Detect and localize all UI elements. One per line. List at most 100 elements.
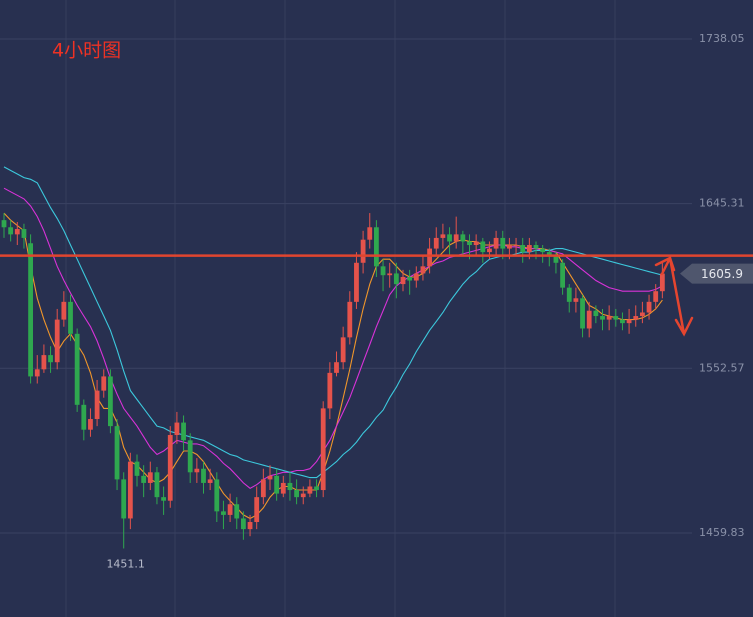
arrow-down [668,256,694,337]
candle-body [513,245,519,247]
candle-body [633,316,639,320]
candle-body [54,319,60,363]
candle-body [61,301,67,320]
ma-lines [3,166,663,520]
candle-body [280,482,286,494]
candle-body [453,234,459,242]
overlay: 1605.9 1451.1 [0,254,753,570]
candle-body [393,273,399,285]
candle-body [526,245,532,253]
candle-body [354,262,359,302]
candle-body [340,337,346,363]
candle-body [41,355,47,370]
candle-body [413,273,419,281]
candle-body [314,486,319,491]
candle-body [487,248,492,253]
candle-body [480,241,486,253]
candle-body [380,266,386,276]
y-tick-label: 1738.05 [699,32,745,45]
candle-body [500,237,506,249]
candle-body [566,287,572,302]
candle-body [580,298,585,329]
candle-body [493,237,499,249]
candle-body [653,291,659,302]
candle-body [420,266,426,274]
candle-body [320,408,326,491]
candle-body [473,241,479,246]
candle-body [640,312,645,317]
candle-body [447,234,452,242]
candle-body [167,435,173,501]
candle-body [427,248,432,267]
candle-body [68,301,73,334]
candle-body [300,493,306,498]
candle-body [407,276,413,281]
candle-body [367,227,373,240]
candle-body [540,248,546,253]
candle-body [267,475,273,480]
candle-body [1,220,7,228]
candle-body [34,369,40,377]
candle-body [287,482,293,491]
candle-body [347,301,353,338]
candle-body [101,376,107,391]
candle-body [573,298,579,302]
candle-body [181,422,186,441]
y-tick-label: 1459.83 [699,526,745,539]
vertical-grid [65,0,616,617]
candle-body [620,319,625,324]
candle-body [14,229,20,235]
ma-line [3,166,663,479]
candle-body [48,355,53,363]
candle-body [334,362,339,373]
candle-body [626,319,632,324]
candle-body [507,245,512,249]
y-tick-label: 1645.31 [699,197,745,210]
candle-body [467,241,472,246]
candle-body [247,522,253,530]
candle-body [560,262,565,288]
candle-body [147,472,153,483]
candle-body [294,490,299,498]
y-tick-label: 1552.57 [699,361,745,374]
candle-body [201,468,206,483]
candle-body [533,245,539,249]
candle-body [81,404,87,430]
candle-body [260,479,266,498]
candle-body [134,461,140,476]
candle-body [387,273,393,276]
low-label: 1451.1 [106,557,145,570]
candle-body [374,227,379,267]
candle-body [307,486,313,494]
candle-body [174,422,180,436]
candle-body [207,479,213,483]
candle-body [214,479,220,512]
candle-body [21,229,27,238]
candle-body [327,372,333,409]
candle-body [520,245,526,253]
candle-body [613,316,619,320]
candle-body [553,255,559,263]
candle-body [440,234,446,238]
candle-body [460,234,466,242]
candle-body [194,468,200,473]
candle-body [154,472,160,498]
last-price-tag [680,263,753,284]
candle-body [161,497,166,501]
candle-body [88,419,93,430]
candle-body [600,316,605,320]
candle-body [94,390,100,420]
candle-body [114,426,120,480]
candle-body [121,479,127,519]
ma-line [3,187,663,489]
candle-body [241,518,246,530]
candle-body [141,475,147,483]
candle-body [28,243,33,377]
candle-body [646,301,652,313]
candle-body [227,504,233,515]
candle-body [127,461,133,519]
candle-body [234,504,240,519]
candle-body [659,273,665,292]
candle-body [254,497,260,523]
